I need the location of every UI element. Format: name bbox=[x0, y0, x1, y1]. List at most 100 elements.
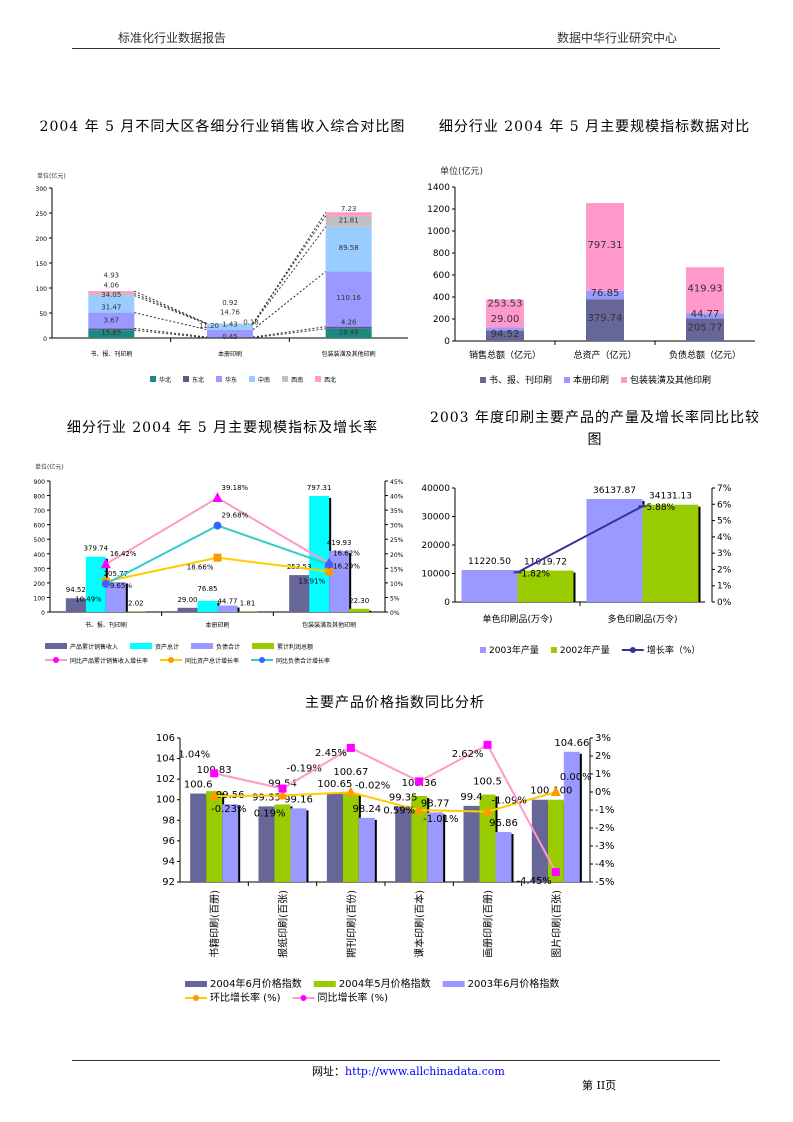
line-data-label: 5.88% bbox=[647, 503, 676, 513]
data-label: 94.52 bbox=[491, 329, 520, 340]
y2-tick-label: -4% bbox=[595, 859, 614, 870]
y2-tick-label: 7% bbox=[717, 484, 732, 494]
line-data-label: 2.45% bbox=[315, 748, 347, 759]
legend-marker bbox=[193, 995, 199, 1001]
legend-marker bbox=[300, 995, 307, 1001]
bar bbox=[197, 600, 218, 612]
footer-rule bbox=[72, 1060, 720, 1061]
bar-segment bbox=[486, 327, 524, 331]
y-tick-label: 600 bbox=[433, 271, 450, 281]
category-label: 包装装潢及其他印刷 bbox=[302, 621, 356, 629]
category-label: 本册印刷 bbox=[205, 621, 229, 629]
y-tick-label: 0 bbox=[444, 337, 450, 347]
data-label: 76.85 bbox=[197, 585, 217, 593]
y2-tick-label: 1% bbox=[595, 769, 611, 780]
y-tick-label: 200 bbox=[34, 581, 46, 588]
chart5-svg: 92 94 96 98 100 102 104 106 -5% -4% -3% -2% -1% 0% 1% 2… bbox=[156, 733, 615, 1004]
y2-tick-label: 25% bbox=[390, 537, 404, 544]
y-tick-label: 0 bbox=[41, 610, 45, 617]
bar bbox=[217, 605, 238, 612]
y-tick-label: 1000 bbox=[427, 227, 450, 237]
y-tick-label: 0 bbox=[444, 598, 450, 608]
data-label: 1.43 bbox=[222, 320, 238, 328]
data-label: 100 bbox=[530, 786, 549, 797]
legend-swatch bbox=[480, 647, 486, 653]
legend-label: 同比增长率 (%) bbox=[317, 991, 388, 1004]
legend-swatch bbox=[183, 376, 190, 382]
line-data-label: 9.65% bbox=[110, 582, 133, 590]
y2-tick-label: 45% bbox=[390, 479, 404, 486]
legend-swatch bbox=[564, 377, 571, 383]
bar bbox=[642, 504, 699, 602]
footer-url-link[interactable]: http://www.allchinadata.com bbox=[345, 1065, 505, 1078]
bar-segment bbox=[586, 299, 624, 341]
line-data-label: 16.42% bbox=[110, 550, 137, 558]
line-data-label: 0.59% bbox=[383, 805, 415, 816]
data-label: 419.93 bbox=[688, 283, 723, 294]
triangle-marker bbox=[414, 804, 425, 815]
bar-segment bbox=[207, 337, 253, 338]
y2-tick-label: 2% bbox=[717, 565, 732, 575]
legend-swatch bbox=[130, 643, 153, 649]
connector-line bbox=[134, 329, 208, 339]
line-data-label: 16.29% bbox=[333, 563, 360, 571]
data-label: 797.31 bbox=[588, 240, 623, 251]
header-rule bbox=[72, 48, 720, 49]
bar-segment bbox=[486, 330, 524, 341]
legend-swatch bbox=[621, 377, 628, 383]
square-marker bbox=[483, 740, 492, 749]
y-tick-label: 800 bbox=[34, 494, 46, 501]
data-label: 4.93 bbox=[104, 271, 120, 279]
bar bbox=[190, 793, 207, 882]
series-line bbox=[213, 743, 557, 873]
unit-label: 单位(亿元) bbox=[35, 463, 64, 471]
data-label: 110.16 bbox=[336, 294, 361, 302]
legend-swatch bbox=[191, 643, 214, 649]
legend-marker bbox=[53, 657, 59, 663]
bar-segment bbox=[88, 312, 135, 329]
y-tick-label: 50 bbox=[39, 311, 47, 318]
legend-label: 本册印刷 bbox=[573, 374, 609, 386]
square-marker bbox=[551, 868, 560, 877]
data-label: 15.65 bbox=[101, 329, 121, 337]
legend-label: 产品累计销售收入 bbox=[70, 643, 118, 651]
category-label: 书籍印刷(百册) bbox=[208, 890, 221, 958]
square-marker bbox=[213, 553, 222, 562]
footer-url-label: 网址： bbox=[312, 1065, 345, 1078]
series-line bbox=[214, 791, 557, 813]
bar bbox=[563, 751, 580, 882]
data-label: 100 bbox=[553, 786, 572, 797]
y-tick-label: 300 bbox=[34, 566, 46, 573]
bar bbox=[222, 804, 239, 882]
data-label: 29.00 bbox=[491, 314, 520, 325]
legend-swatch bbox=[45, 643, 67, 649]
triangle-marker bbox=[100, 558, 111, 569]
data-label: 96.86 bbox=[489, 818, 518, 829]
category-label: 总资产（亿元） bbox=[573, 349, 636, 361]
data-label: 18.48 bbox=[339, 328, 359, 336]
data-label: 31.47 bbox=[101, 303, 121, 311]
category-label: 期刊印刷(百份) bbox=[346, 890, 358, 958]
bar bbox=[290, 808, 307, 882]
line-data-label: -0.02% bbox=[355, 780, 390, 791]
data-label: 0.45 bbox=[222, 333, 238, 341]
series-line bbox=[517, 505, 643, 574]
category-label: 多色印刷品(万令) bbox=[607, 613, 677, 625]
legend-label: 西南 bbox=[291, 376, 303, 384]
legend-label: 华北 bbox=[159, 376, 171, 384]
bar bbox=[258, 806, 275, 882]
legend-swatch bbox=[315, 376, 322, 382]
y-tick-label: 500 bbox=[34, 537, 46, 544]
y2-tick-label: 4% bbox=[717, 533, 732, 543]
legend-label: 2004年6月价格指数 bbox=[210, 977, 302, 990]
unit-label: 单位(亿元) bbox=[37, 172, 66, 180]
category-label: 本册印刷 bbox=[218, 350, 242, 358]
legend-marker bbox=[259, 657, 266, 663]
legend-label: 2003年产量 bbox=[489, 644, 539, 656]
square-marker bbox=[325, 567, 334, 576]
header-left: 标准化行业数据报告 bbox=[118, 31, 227, 45]
line-data-label: 29.68% bbox=[222, 512, 249, 520]
legend-label: 环比增长率 (%) bbox=[210, 991, 281, 1004]
data-label: 98.24 bbox=[353, 804, 382, 815]
y2-tick-label: 3% bbox=[595, 733, 611, 744]
